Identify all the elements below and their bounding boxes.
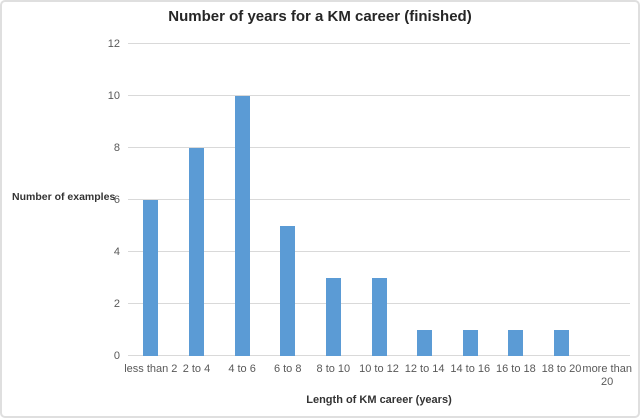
x-tick-label: 14 to 16 — [450, 363, 491, 375]
chart-title: Number of years for a KM career (finishe… — [168, 8, 472, 25]
x-tick-label: 8 to 10 — [316, 363, 351, 375]
y-tick-label: 10 — [107, 90, 120, 102]
x-tick-label: 10 to 12 — [359, 363, 399, 375]
y-tick-label: 0 — [113, 350, 120, 362]
y-tick-label: 12 — [107, 38, 120, 50]
x-tick-label: 4 to 6 — [228, 363, 256, 375]
gridline — [128, 251, 630, 252]
x-tick-label: 12 to 14 — [404, 363, 445, 375]
x-axis-title: Length of KM career (years) — [306, 394, 452, 406]
bar — [554, 330, 570, 356]
gridline — [128, 95, 630, 96]
bar — [143, 200, 159, 356]
y-tick-label: 6 — [113, 194, 120, 206]
bar — [508, 330, 524, 356]
y-tick-label: 8 — [113, 142, 120, 154]
gridline — [128, 147, 630, 148]
bar — [417, 330, 433, 356]
y-tick-label: 2 — [113, 298, 120, 310]
gridline — [128, 43, 630, 44]
x-tick-label: 2 to 4 — [182, 363, 211, 375]
x-tick-label: 6 to 8 — [273, 363, 302, 375]
bar — [462, 330, 478, 356]
x-tick-label: 18 to 20 — [541, 363, 582, 375]
x-tick-label: less than 2 — [124, 363, 178, 375]
y-axis-title: Number of examples — [12, 191, 116, 203]
plot-area — [128, 43, 630, 356]
x-tick-label: 16 to 18 — [496, 363, 536, 375]
y-tick-label: 4 — [113, 246, 120, 258]
x-tick-label: more than 20 — [582, 363, 632, 388]
bar — [371, 278, 387, 356]
bar — [234, 96, 250, 356]
bar — [280, 226, 296, 356]
gridline — [128, 199, 630, 200]
bar — [325, 278, 341, 356]
bar — [188, 148, 204, 356]
